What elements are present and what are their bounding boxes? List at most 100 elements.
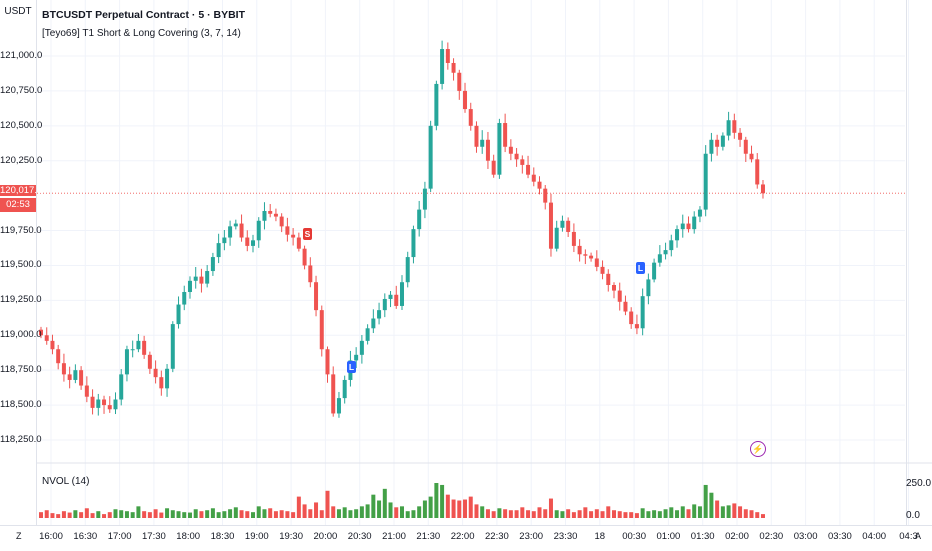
volume-bar (193, 509, 198, 518)
volume-bar (497, 508, 502, 518)
time-axis[interactable] (0, 525, 932, 551)
volume-bar (445, 494, 450, 518)
candle-body (434, 83, 439, 126)
time-tick-label: 20:00 (313, 531, 338, 542)
candle-body (331, 374, 336, 414)
volume-indicator-legend[interactable]: NVOL (14) (42, 476, 90, 487)
volume-bar (709, 492, 714, 518)
volume-bar (170, 510, 175, 518)
volume-bar (119, 510, 124, 518)
candle-body (124, 349, 129, 375)
candle-body (233, 223, 238, 227)
volume-bar (228, 509, 233, 518)
long-signal-marker[interactable]: L (636, 262, 645, 274)
candle-body (90, 396, 95, 408)
volume-bar (411, 510, 416, 518)
volume-bar (463, 499, 468, 518)
candle-body (548, 202, 553, 249)
auto-scale-corner[interactable]: A (915, 531, 922, 541)
candle-body (497, 123, 502, 175)
candle-body (445, 49, 450, 63)
volume-bar (268, 508, 273, 518)
time-tick-label: 17:30 (142, 531, 166, 542)
price-tick-label: 119,250.0 (0, 294, 42, 306)
volume-bar (96, 511, 101, 518)
volume-bar (308, 509, 313, 518)
volume-bar (451, 499, 456, 518)
price-tick-label: 120,750.0 (0, 84, 43, 96)
candle-body (96, 399, 101, 408)
volume-bar (652, 510, 657, 518)
volume-bar (73, 510, 78, 518)
price-chart[interactable] (0, 0, 932, 525)
candle-body (79, 370, 84, 386)
volume-bar (554, 510, 559, 518)
volume-bar (176, 511, 181, 518)
candle-body (440, 49, 445, 84)
candle-body (606, 273, 611, 286)
candle-body (73, 370, 78, 380)
volume-bar (606, 506, 611, 518)
long-signal-marker[interactable]: L (347, 361, 356, 373)
candle-body (743, 139, 748, 154)
candle-body (176, 304, 181, 325)
short-signal-marker[interactable]: S (303, 228, 312, 240)
time-tick-label: 16:00 (39, 531, 63, 542)
symbol-title[interactable]: BTCUSDT Perpetual Contract · 5 · BYBIT (42, 9, 245, 21)
volume-bar (474, 504, 479, 518)
volume-bar (485, 509, 490, 518)
price-scale[interactable]: USDT (0, 0, 37, 525)
candle-body (520, 159, 525, 165)
volume-bar (210, 508, 215, 518)
candle-body (165, 368, 170, 389)
candle-body (503, 123, 508, 147)
candle-body (50, 340, 55, 350)
volume-bar (434, 483, 439, 518)
candle-body (600, 266, 605, 274)
volume-bar (325, 490, 330, 518)
volume-bar (440, 484, 445, 518)
lightning-icon[interactable]: ⚡ (750, 441, 766, 457)
candle-body (107, 405, 112, 410)
candle-body (325, 349, 330, 375)
volume-bar (583, 507, 588, 518)
candle-body (399, 282, 404, 306)
candle-body (377, 310, 382, 319)
volume-bar (663, 509, 668, 518)
volume-bar (749, 510, 754, 518)
candle-body (319, 310, 324, 350)
candle-body (640, 296, 645, 329)
price-tick-label: 120,500.0 (0, 119, 43, 131)
volume-bar (589, 511, 594, 518)
candle-body (543, 188, 548, 203)
volume-bar (67, 512, 72, 518)
candle-body (526, 164, 531, 175)
volume-bar (428, 496, 433, 518)
volume-bar (102, 514, 107, 518)
volume-bar (233, 507, 238, 518)
volume-bar (199, 511, 204, 518)
candle-body (411, 229, 416, 258)
price-tick-label: 118,250.0 (0, 434, 42, 445)
volume-bar (548, 498, 553, 518)
candle-body (130, 349, 135, 351)
volume-bar (743, 509, 748, 518)
volume-bar (692, 504, 697, 518)
volume-bar (365, 504, 370, 518)
volume-bar (715, 500, 720, 518)
candle-body (56, 349, 61, 364)
volume-bar (359, 506, 364, 518)
candle-body (422, 188, 427, 210)
volume-bar (319, 510, 324, 518)
candle-body (136, 340, 141, 350)
volume-bar (84, 508, 89, 518)
volume-bar (90, 513, 95, 518)
symbol-title-text: BTCUSDT Perpetual Contract · 5 · BYBIT (42, 9, 246, 21)
volume-bar (468, 496, 473, 518)
candle-body (44, 335, 49, 341)
volume-bar (56, 514, 61, 518)
timezone-corner[interactable]: Z (16, 531, 22, 541)
indicator-title[interactable]: [Teyo69] T1 Short & Long Covering (3, 7,… (42, 28, 241, 39)
candle-body (251, 240, 256, 246)
volume-bar (732, 503, 737, 518)
